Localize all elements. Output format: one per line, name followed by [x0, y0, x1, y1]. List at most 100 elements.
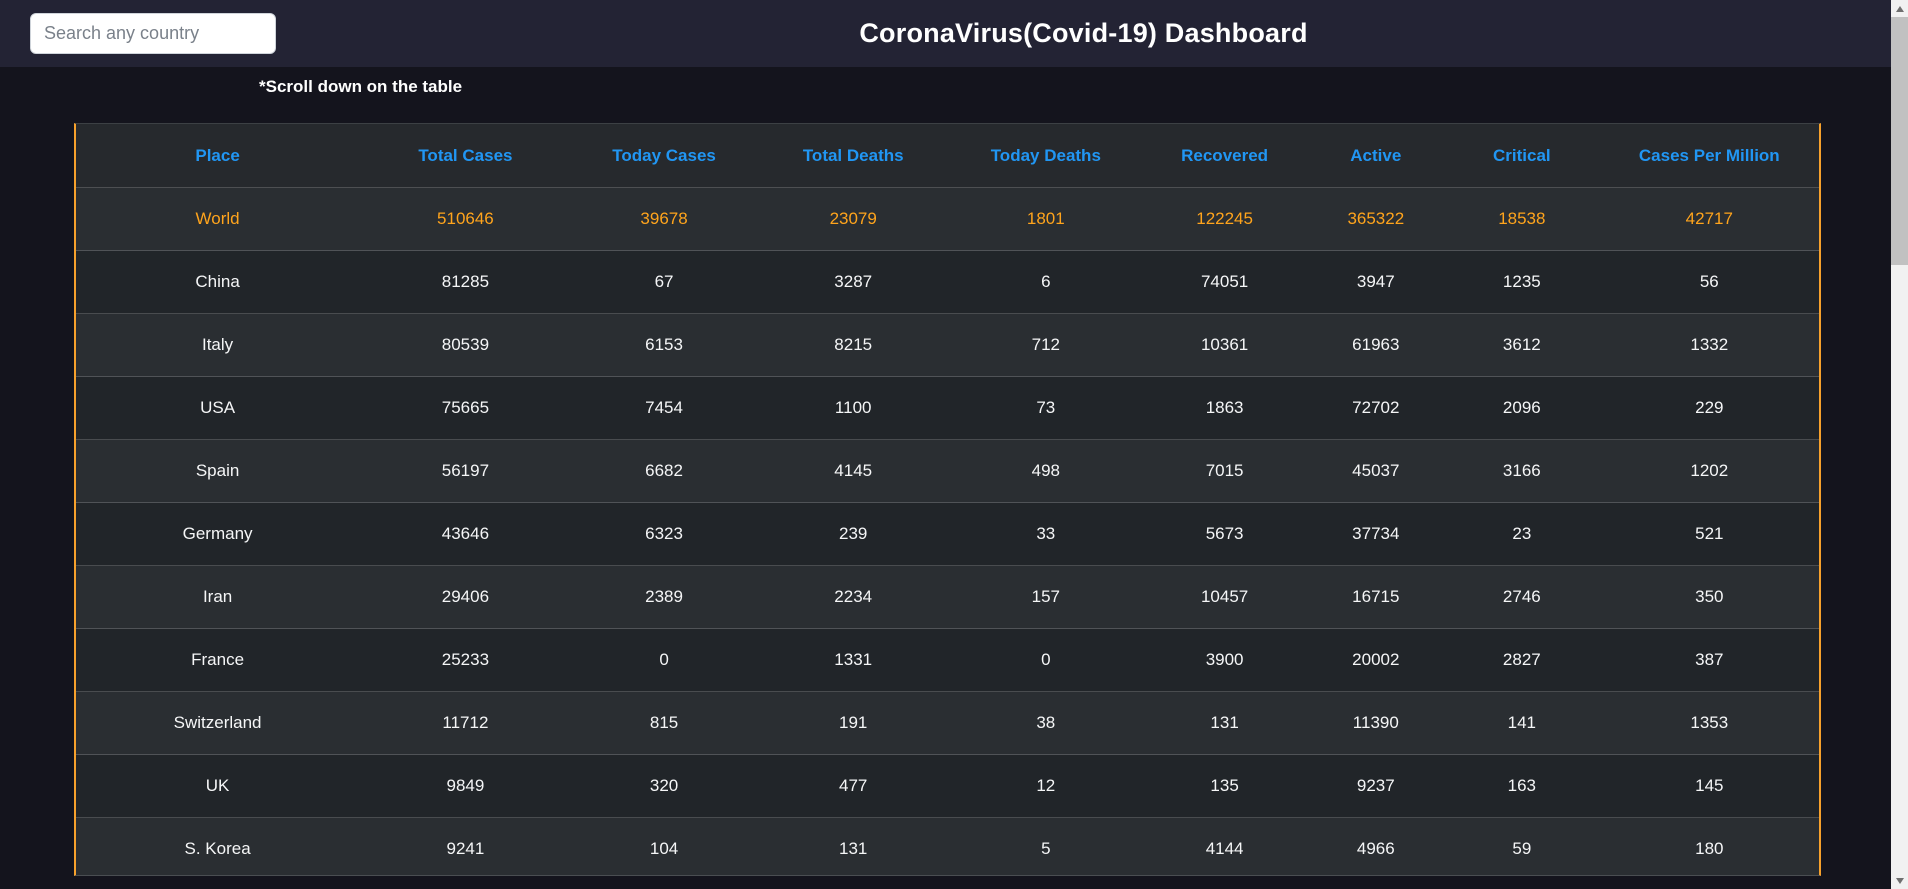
- scroll-hint-text: *Scroll down on the table: [259, 77, 463, 96]
- column-header: Today Deaths: [949, 124, 1142, 188]
- cell: 56: [1599, 250, 1819, 314]
- cell: 0: [571, 628, 757, 692]
- table-row: USA 75665 7454 1100 73 1863 72702 2096 229: [76, 376, 1819, 440]
- cell: 7454: [571, 376, 757, 440]
- cell: 815: [571, 691, 757, 755]
- cell: France: [76, 628, 360, 692]
- cell: 6323: [571, 502, 757, 566]
- cell: 12: [949, 754, 1142, 818]
- cell: 3287: [756, 250, 950, 314]
- cell: 3947: [1307, 250, 1445, 314]
- cell: 2827: [1444, 628, 1600, 692]
- scrollbar-down-arrow-icon[interactable]: [1891, 872, 1908, 889]
- cell: 6682: [571, 439, 757, 503]
- cell: 135: [1141, 754, 1308, 818]
- cell: Switzerland: [76, 691, 360, 755]
- cell: 477: [756, 754, 950, 818]
- table-header-row: Place Total Cases Today Cases Total Deaths T…: [76, 124, 1819, 188]
- cell: 4144: [1141, 817, 1308, 875]
- cell: 9849: [359, 754, 572, 818]
- cell: 350: [1599, 565, 1819, 629]
- cell: 1353: [1599, 691, 1819, 755]
- table-body: World 510646 39678 23079 1801 122245 365322 185…: [76, 187, 1819, 875]
- cell: 131: [756, 817, 950, 875]
- cell: 2389: [571, 565, 757, 629]
- cell: 3612: [1444, 313, 1600, 377]
- cell: 387: [1599, 628, 1819, 692]
- cell: 1100: [756, 376, 950, 440]
- cell: 11390: [1307, 691, 1445, 755]
- cell: 104: [571, 817, 757, 875]
- cell: 39678: [571, 187, 757, 251]
- cell: 72702: [1307, 376, 1445, 440]
- cell: 33: [949, 502, 1142, 566]
- cell: 122245: [1141, 187, 1308, 251]
- cell: 56197: [359, 439, 572, 503]
- cell: 2096: [1444, 376, 1600, 440]
- search-input[interactable]: [30, 13, 276, 54]
- navbar: CoronaVirus(Covid-19) Dashboard: [0, 0, 1891, 67]
- cell: 73: [949, 376, 1142, 440]
- cell: World: [76, 187, 360, 251]
- cell: 11712: [359, 691, 572, 755]
- cell: 42717: [1599, 187, 1819, 251]
- cell: 1863: [1141, 376, 1308, 440]
- cell: 23: [1444, 502, 1600, 566]
- cell: 498: [949, 439, 1142, 503]
- cell: 43646: [359, 502, 572, 566]
- table-row: Switzerland 11712 815 191 38 131 11390 141 1353: [76, 691, 1819, 755]
- scrollbar-thumb[interactable]: [1891, 17, 1908, 265]
- cell: 45037: [1307, 439, 1445, 503]
- cell: 3166: [1444, 439, 1600, 503]
- cell: 712: [949, 313, 1142, 377]
- column-header: Place: [76, 124, 360, 188]
- table-row: France 25233 0 1331 0 3900 20002 2827 387: [76, 628, 1819, 692]
- cell: 1331: [756, 628, 950, 692]
- cell: 2234: [756, 565, 950, 629]
- cell: 157: [949, 565, 1142, 629]
- cell: 25233: [359, 628, 572, 692]
- cell: Italy: [76, 313, 360, 377]
- cell: Germany: [76, 502, 360, 566]
- table-row: Spain 56197 6682 4145 498 7015 45037 3166 1202: [76, 439, 1819, 503]
- cell: 521: [1599, 502, 1819, 566]
- column-header: Recovered: [1141, 124, 1308, 188]
- cell: 6: [949, 250, 1142, 314]
- page-title: CoronaVirus(Covid-19) Dashboard: [859, 18, 1308, 48]
- cell: 141: [1444, 691, 1600, 755]
- cell: 191: [756, 691, 950, 755]
- cell: 9241: [359, 817, 572, 875]
- column-header: Active: [1307, 124, 1445, 188]
- cell: 16715: [1307, 565, 1445, 629]
- covid-table-container[interactable]: Place Total Cases Today Cases Total Deaths T…: [74, 123, 1821, 876]
- cell: 510646: [359, 187, 572, 251]
- cell: 145: [1599, 754, 1819, 818]
- cell: 9237: [1307, 754, 1445, 818]
- cell: UK: [76, 754, 360, 818]
- cell: 10457: [1141, 565, 1308, 629]
- cell: 1202: [1599, 439, 1819, 503]
- cell: 61963: [1307, 313, 1445, 377]
- cell: 38: [949, 691, 1142, 755]
- cell: 320: [571, 754, 757, 818]
- covid-table: Place Total Cases Today Cases Total Deaths T…: [76, 124, 1819, 875]
- cell: 4145: [756, 439, 950, 503]
- cell: 3900: [1141, 628, 1308, 692]
- cell: 5: [949, 817, 1142, 875]
- cell: 229: [1599, 376, 1819, 440]
- column-header: Total Deaths: [756, 124, 950, 188]
- page-scrollbar[interactable]: [1891, 0, 1908, 889]
- table-header: Place Total Cases Today Cases Total Deaths T…: [76, 124, 1819, 188]
- cell: 239: [756, 502, 950, 566]
- table-row: Iran 29406 2389 2234 157 10457 16715 2746 350: [76, 565, 1819, 629]
- cell: 37734: [1307, 502, 1445, 566]
- table-row: China 81285 67 3287 6 74051 3947 1235 56: [76, 250, 1819, 314]
- cell: 0: [949, 628, 1142, 692]
- scrollbar-up-arrow-icon[interactable]: [1891, 0, 1908, 17]
- cell: 163: [1444, 754, 1600, 818]
- cell: 29406: [359, 565, 572, 629]
- column-header: Total Cases: [359, 124, 572, 188]
- cell: 23079: [756, 187, 950, 251]
- cell: 2746: [1444, 565, 1600, 629]
